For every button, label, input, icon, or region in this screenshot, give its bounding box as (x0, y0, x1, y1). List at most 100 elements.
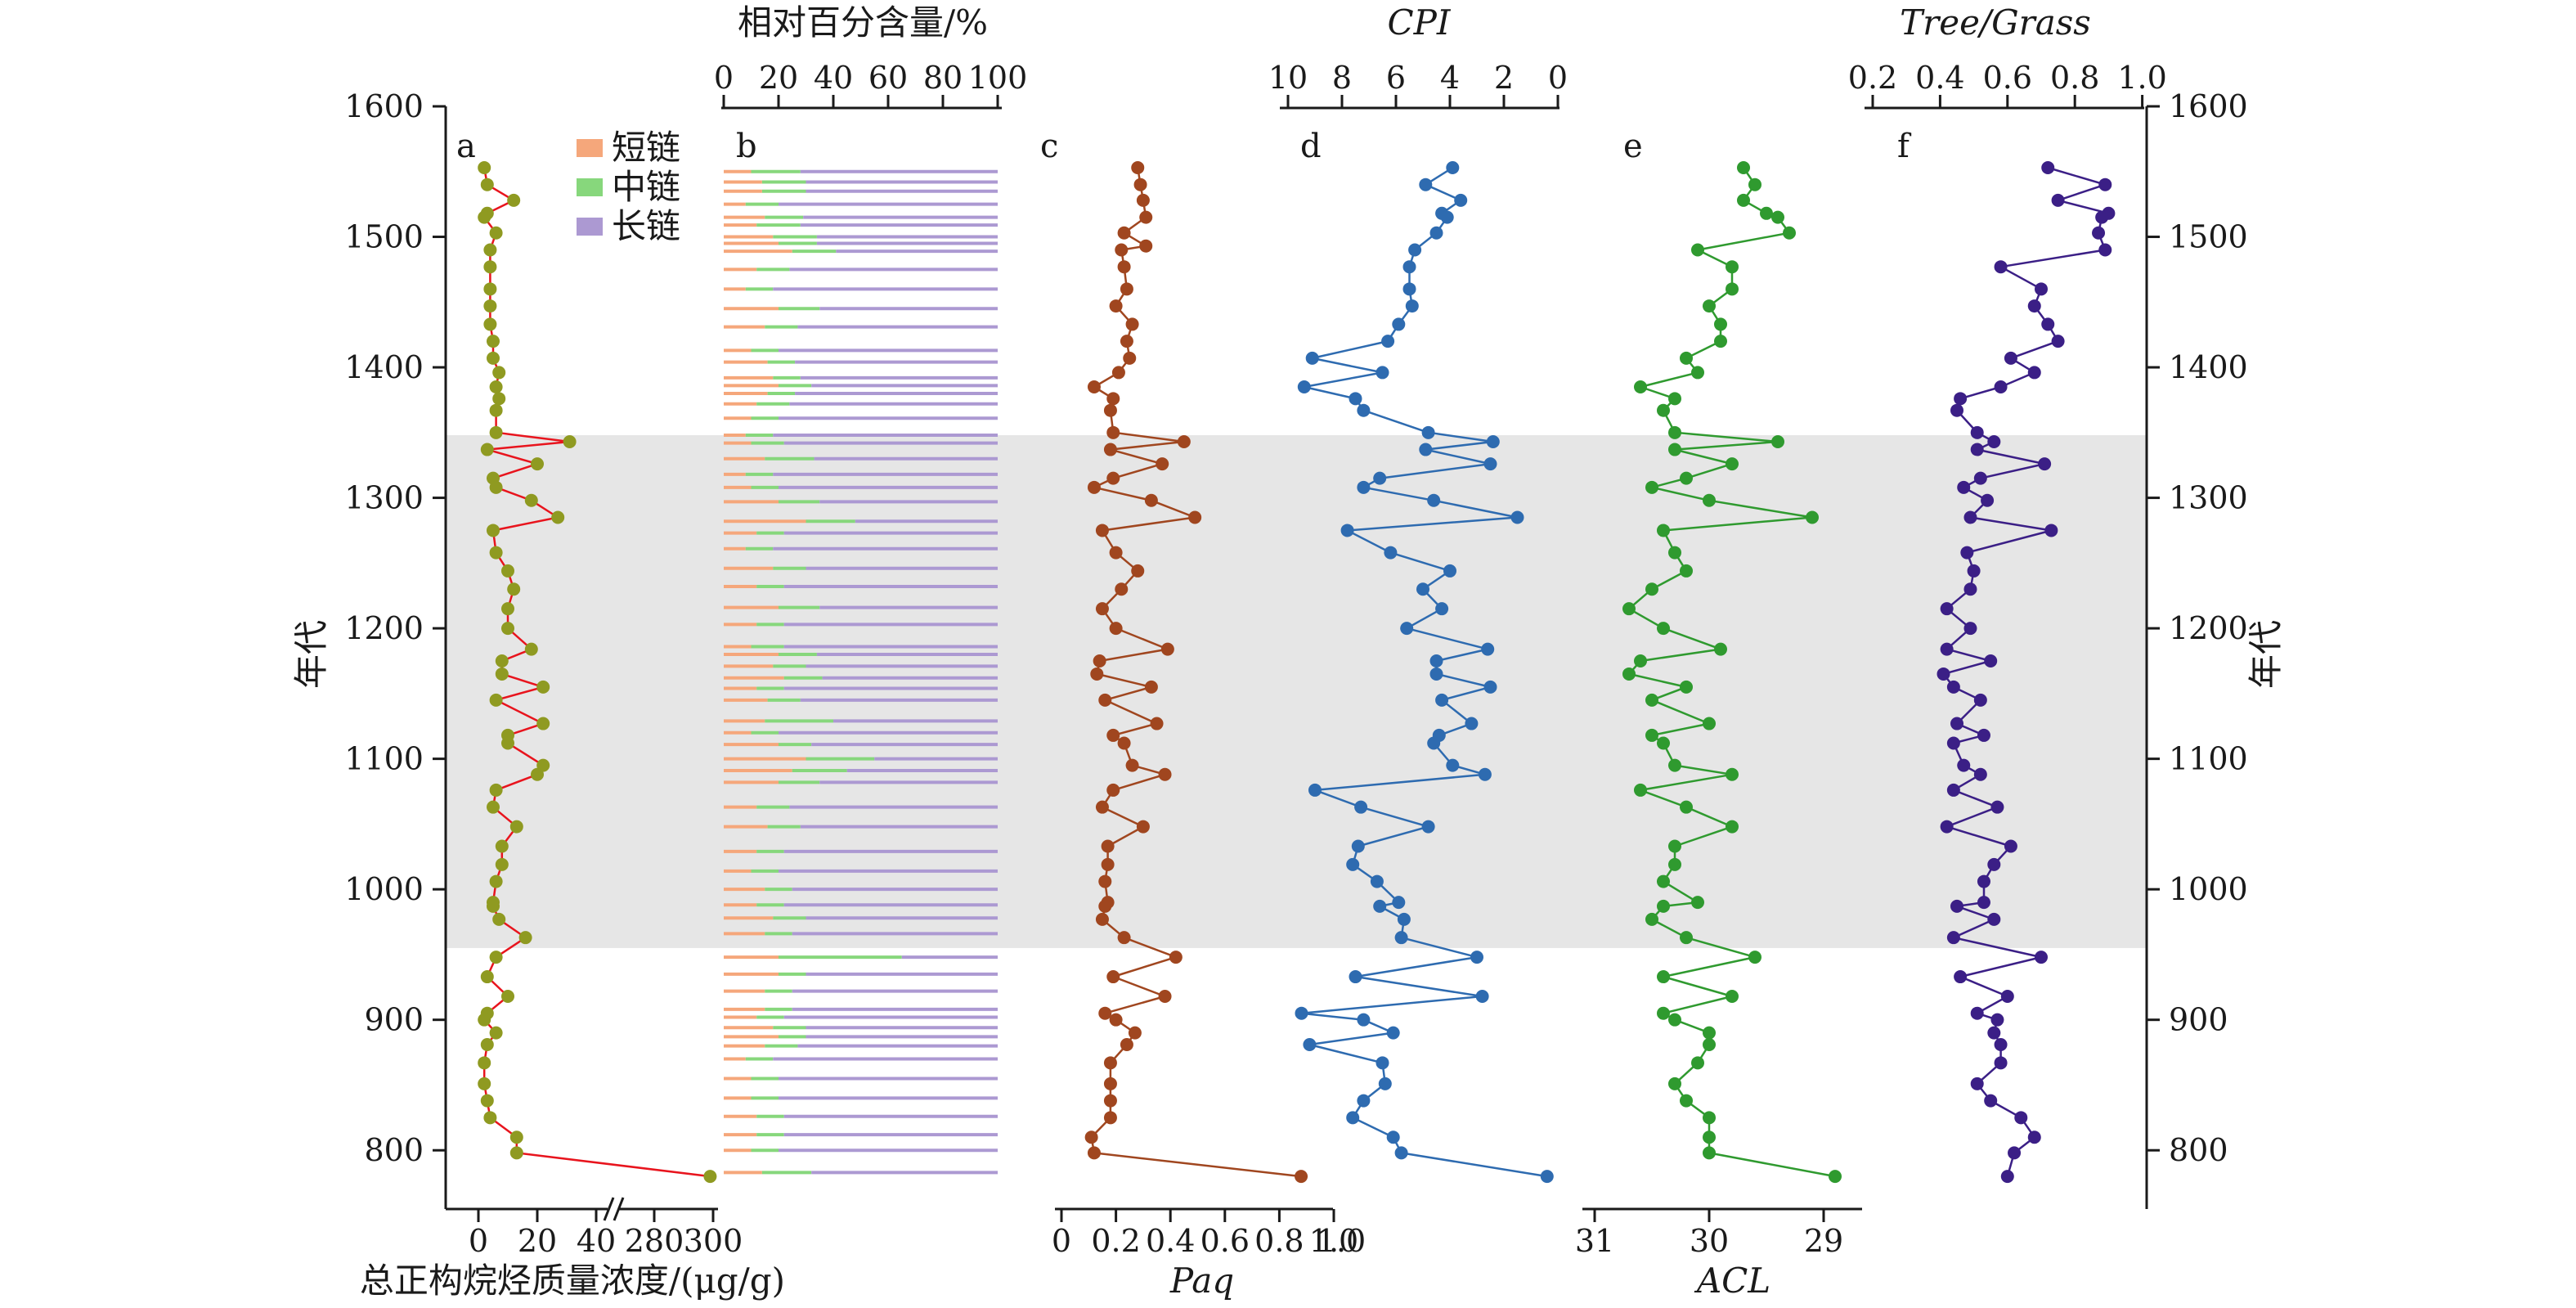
panel-f-x-tick-label: 0.4 (1915, 60, 1964, 96)
panel-e-data-point (1726, 457, 1739, 471)
panel-d-data-point (1392, 317, 1406, 331)
panel-a-data-point (483, 317, 497, 331)
panel-a-data-point (509, 1130, 523, 1144)
panel-c-data-point (1095, 912, 1109, 926)
panel-d-data-point (1297, 380, 1311, 393)
panel-c-data-point (1098, 899, 1112, 913)
panel-f-data-point (2098, 178, 2112, 191)
panel-c-data-point (1103, 1077, 1117, 1090)
panel-f-data-point (2027, 366, 2041, 380)
panel-f-data-point (1994, 1037, 2008, 1051)
panel-d-data-point (1446, 758, 1460, 772)
panel-c-data-point (1095, 602, 1109, 616)
panel-d-data-point (1429, 654, 1443, 667)
panel-c-data-point (1106, 471, 1120, 485)
panel-f-data-point (1987, 434, 2001, 448)
panel-a-data-point (551, 510, 565, 524)
panel-a-data-point (489, 874, 503, 888)
panel-e-data-point (1748, 178, 1761, 191)
panel-a-data-point (507, 193, 521, 207)
panel-e-data-point (1657, 524, 1670, 537)
panel-e-data-point (1703, 717, 1716, 730)
panel-a-data-point (478, 160, 491, 174)
panel-e-data-point (1680, 931, 1693, 945)
panel-a-data-point (492, 912, 506, 926)
panel-f-data-point (1950, 717, 1963, 730)
panel-a-data-point (489, 1026, 503, 1040)
panel-f-data-point (1946, 931, 1960, 945)
panel-d-data-point (1308, 783, 1322, 797)
panel-e-x-tick-label: 30 (1690, 1223, 1729, 1259)
panel-f-data-point (2098, 243, 2112, 257)
panel-d-data-point (1378, 1077, 1392, 1090)
panel-a-data-point (487, 899, 500, 913)
panel-d-data-point (1346, 857, 1360, 871)
panel-a-data-point (524, 642, 538, 656)
panel-a-x-tick-label: 20 (518, 1223, 557, 1259)
panel-e-data-point (1668, 1013, 1681, 1027)
panel-c-data-point (1139, 239, 1153, 253)
panel-f-data-point (1967, 564, 1981, 578)
panel-f-data-point (1963, 622, 1977, 636)
panel-d-data-point (1416, 582, 1429, 596)
panel-a-data-point (483, 243, 497, 257)
panel-e-data-point (1657, 622, 1670, 636)
axis-break-mark (613, 1197, 625, 1221)
panel-a-data-point (563, 434, 577, 448)
legend-label-short-chain: 短链 (612, 128, 680, 168)
panel-d-data-point (1386, 1026, 1400, 1040)
panel-a-data-point (483, 1111, 497, 1125)
panel-f-data-point (1994, 1056, 2008, 1070)
legend-swatch-short-chain (577, 139, 603, 157)
panel-a-data-point (483, 299, 497, 313)
right-y-tick-label: 900 (2169, 1002, 2228, 1038)
panel-f-data-point (2000, 989, 2014, 1003)
panel-c-data-point (1131, 160, 1145, 174)
panel-d-data-point (1427, 736, 1441, 750)
left-y-tick-label: 1400 (344, 349, 424, 385)
panel-f-data-point (1963, 510, 1977, 524)
panel-e-data-point (1680, 351, 1693, 365)
panel-a-data-point (478, 1077, 491, 1090)
panel-a-data-point (536, 717, 550, 730)
legend-label-mid-chain: 中链 (612, 167, 680, 207)
panel-e-data-point (1680, 680, 1693, 694)
panel-a-data-point (487, 335, 500, 348)
left-y-tick-label: 1200 (344, 610, 424, 646)
panel-b-x-tick-label: 20 (759, 60, 798, 96)
panel-f-data-point (1977, 728, 1990, 742)
right-y-tick-label: 1100 (2169, 741, 2248, 777)
panel-e-data-point (1703, 493, 1716, 507)
panel-d-data-point (1305, 351, 1319, 365)
panel-d-data-point (1357, 1094, 1371, 1108)
panel-f-data-point (2000, 1170, 2014, 1184)
panel-f-data-point (1950, 899, 1963, 913)
panel-d-data-point (1376, 366, 1389, 380)
panel-a-data-point (501, 622, 514, 636)
panel-c-data-point (1120, 1037, 1133, 1051)
legend-swatch-long-chain (577, 218, 603, 236)
right-y-tick-label: 1000 (2169, 871, 2248, 907)
panel-a-data-point (518, 931, 532, 945)
panel-c-data-point (1150, 717, 1164, 730)
panel-f-data-point (1973, 471, 1987, 485)
panel-c-data-point (1101, 857, 1115, 871)
panel-e-data-point (1645, 693, 1658, 707)
left-y-tick-label: 1600 (344, 88, 424, 124)
panel-d-data-point (1351, 839, 1365, 853)
panel-b-x-tick-label: 40 (814, 60, 853, 96)
panel-f-data-point (1940, 820, 1954, 834)
panel-e-data-point (1714, 642, 1727, 656)
panel-f-x-tick-label: 1.0 (2117, 60, 2166, 96)
panel-e-data-point (1668, 839, 1681, 853)
panel-e-data-point (1668, 443, 1681, 456)
panel-f-x-tick-label: 0.8 (2050, 60, 2099, 96)
panel-c-data-point (1136, 193, 1150, 207)
panel-c-data-point (1188, 510, 1202, 524)
panel-d-data-point (1475, 989, 1489, 1003)
panel-d-data-point (1392, 896, 1406, 910)
panel-e-x-tick-label: 31 (1575, 1223, 1614, 1259)
panel-f-data-point (1954, 970, 1968, 984)
panel-d-data-point (1427, 493, 1441, 507)
panel-c-data-point (1120, 335, 1133, 348)
